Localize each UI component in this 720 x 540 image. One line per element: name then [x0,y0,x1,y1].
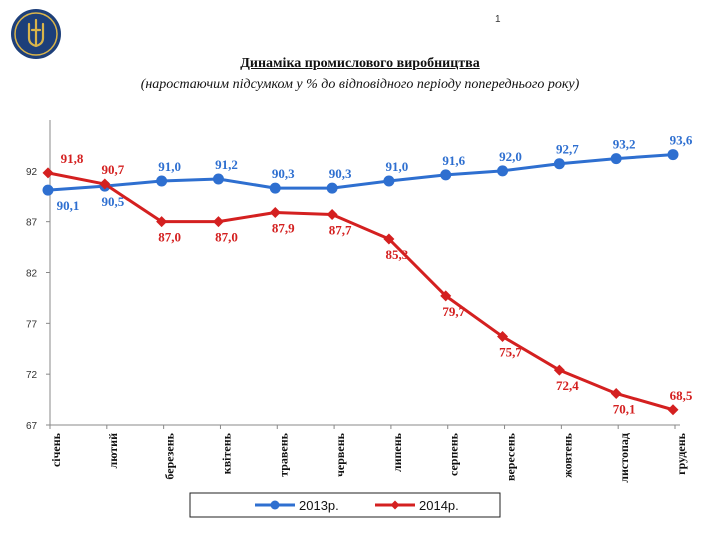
data-label: 87,9 [272,221,295,236]
legend-swatch-marker [390,500,400,510]
data-label: 90,3 [329,166,352,181]
x-category-label: червень [333,432,347,476]
data-point [667,149,679,161]
data-label: 87,0 [158,230,181,245]
data-point [326,209,338,221]
x-category-label: січень [49,432,63,467]
data-label: 70,1 [613,401,636,416]
page-number: 1 [495,14,501,25]
data-label: 75,7 [499,345,522,360]
data-label: 85,3 [386,247,409,262]
data-label: 91,0 [158,159,181,174]
data-label: 93,6 [670,133,693,148]
data-point [156,216,168,228]
series-0: 90,1 90,5 91,0 91,2 90,3 90,3 91,0 91,6 92,0 92,7… [42,133,693,213]
x-category-label: липень [390,432,404,472]
data-point [42,184,54,196]
data-label: 91,2 [215,157,238,172]
x-category-label: листопад [617,433,631,483]
data-label: 91,6 [442,153,465,168]
data-point [156,175,168,187]
data-point [497,165,509,177]
data-point [553,158,565,170]
data-label: 92,0 [499,149,522,164]
y-tick-label: 72 [26,370,38,381]
y-tick-label: 87 [26,218,38,229]
data-label: 93,2 [613,137,636,152]
data-point [440,169,452,181]
data-point [497,331,509,343]
x-category-label: травень [276,432,290,476]
data-label: 68,5 [670,388,693,403]
x-category-label: серпень [447,432,461,476]
series-line [47,153,674,192]
data-point [42,167,54,179]
data-label: 91,8 [61,151,84,166]
data-label: 92,7 [556,142,579,157]
y-tick-label: 77 [26,319,38,330]
data-point [667,404,679,416]
legend-swatch-marker [270,500,280,510]
data-point [383,233,395,245]
data-label: 87,0 [215,230,238,245]
legend-entry-label: 2014р. [419,498,459,513]
data-label: 90,3 [272,166,295,181]
data-point [383,175,395,187]
data-point [553,364,565,376]
data-point [212,216,224,228]
data-label: 91,0 [386,159,409,174]
series-line [47,171,674,412]
chart-legend: 2013р. 2014р. [189,492,501,518]
data-point [326,182,338,194]
data-point [99,178,111,190]
data-label: 72,4 [556,378,579,393]
data-point [440,290,452,302]
chart-title: Динаміка промислового виробництва [240,56,480,71]
data-label: 90,1 [57,198,80,213]
data-point [269,182,281,194]
trident-emblem-icon [11,9,61,59]
data-label: 90,7 [101,162,124,177]
y-tick-label: 92 [26,167,38,178]
x-category-label: вересень [504,432,518,481]
data-point [610,387,622,399]
chart-subtitle: (наростаючим підсумком у % до відповідно… [140,77,580,92]
y-tick-label: 82 [26,269,38,280]
data-point [212,173,224,185]
data-label: 90,5 [101,194,124,209]
legend-box [189,492,501,518]
x-category-label: лютий [106,433,120,469]
data-label: 87,7 [329,223,352,238]
chart-axes: 67 72 77 82 87 92 січень лютий березень квітень тр… [26,120,688,483]
series-1: 91,8 90,7 87,0 87,0 87,9 87,7 85,3 79,7 75,7 72,4… [42,151,693,416]
x-category-label: березень [163,432,177,479]
data-label: 79,7 [442,304,465,319]
x-category-label: жовтень [560,432,574,477]
x-category-label: грудень [674,432,688,475]
legend-entry-label: 2013р. [299,498,339,513]
x-category-label: квітень [219,432,233,474]
y-tick-label: 67 [26,421,38,432]
series-layer: 90,1 90,5 91,0 91,2 90,3 90,3 91,0 91,6 92,0 92,7… [42,133,693,416]
data-point [610,153,622,165]
data-point [269,207,281,219]
